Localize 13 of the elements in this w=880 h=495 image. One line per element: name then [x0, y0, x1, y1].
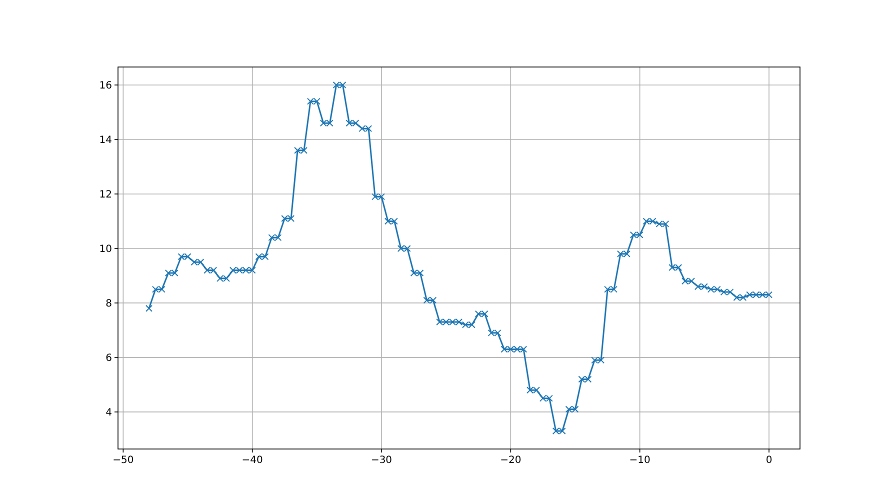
y-tick-label: 12	[99, 189, 112, 200]
x-tick-label: −10	[629, 455, 650, 466]
y-tick-label: 14	[99, 134, 112, 146]
y-tick-label: 6	[106, 352, 112, 364]
x-tick-label: −20	[500, 455, 522, 466]
y-tick-label: 4	[106, 407, 112, 418]
y-tick-label: 10	[99, 244, 112, 255]
x-tick-label: 0	[766, 455, 772, 466]
x-tick-label: −30	[370, 455, 392, 466]
y-tick-label: 16	[99, 80, 112, 92]
y-tick-label: 8	[106, 298, 112, 310]
x-tick-label: −40	[242, 455, 263, 466]
x-tick-label: −50	[112, 455, 134, 466]
